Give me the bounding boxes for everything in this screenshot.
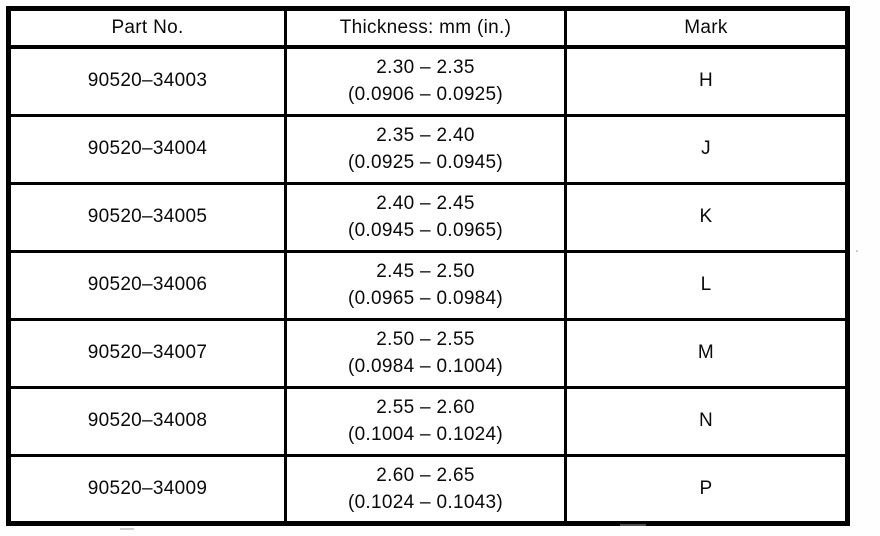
thickness-in: (0.0984 – 0.1004) bbox=[347, 356, 504, 377]
thickness-cell: 2.45 – 2.50 (0.0965 – 0.0984) bbox=[284, 249, 567, 321]
thickness-cell: 2.35 – 2.40 (0.0925 – 0.0945) bbox=[284, 113, 567, 185]
mark-cell: L bbox=[564, 249, 849, 321]
part-no-cell: 90520–34008 bbox=[7, 385, 287, 457]
scan-speckle bbox=[856, 250, 858, 252]
parts-thickness-table: Part No. Thickness: mm (in.) Mark 90520–… bbox=[6, 6, 850, 526]
part-no-cell: 90520–34003 bbox=[7, 45, 287, 117]
scan-speckle bbox=[620, 524, 646, 526]
thickness-in: (0.0906 – 0.0925) bbox=[347, 84, 504, 106]
table-row: 90520–34008 2.55 – 2.60 (0.1004 – 0.1024… bbox=[7, 385, 849, 457]
thickness-in: (0.0945 – 0.0965) bbox=[347, 220, 504, 241]
mark-cell: N bbox=[564, 385, 849, 457]
thickness-in: (0.0965 – 0.0984) bbox=[347, 288, 504, 309]
mark-cell: K bbox=[564, 181, 849, 253]
mark-cell: J bbox=[564, 113, 849, 185]
thickness-cell: 2.40 – 2.45 (0.0945 – 0.0965) bbox=[284, 181, 567, 253]
part-no-cell: 90520–34009 bbox=[7, 453, 287, 525]
part-no-cell: 90520–34006 bbox=[7, 249, 287, 321]
part-no-cell: 90520–34004 bbox=[7, 113, 287, 185]
thickness-cell: 2.50 – 2.55 (0.0984 – 0.1004) bbox=[284, 317, 567, 389]
thickness-cell: 2.30 – 2.35 (0.0906 – 0.0925) bbox=[284, 45, 567, 117]
table-row: 90520–34007 2.50 – 2.55 (0.0984 – 0.1004… bbox=[7, 317, 849, 389]
column-header-part-no: Part No. bbox=[7, 7, 287, 49]
thickness-in: (0.0925 – 0.0945) bbox=[347, 152, 504, 173]
thickness-mm: 2.55 – 2.60 bbox=[376, 397, 475, 418]
thickness-mm: 2.60 – 2.65 bbox=[376, 464, 475, 486]
thickness-in: (0.1004 – 0.1024) bbox=[347, 424, 504, 445]
thickness-in: (0.1024 – 0.1043) bbox=[347, 491, 504, 513]
column-header-mark: Mark bbox=[564, 7, 849, 49]
part-no-cell: 90520–34007 bbox=[7, 317, 287, 389]
mark-cell: P bbox=[564, 453, 849, 525]
thickness-cell: 2.55 – 2.60 (0.1004 – 0.1024) bbox=[284, 385, 567, 457]
thickness-mm: 2.40 – 2.45 bbox=[376, 193, 475, 214]
scan-speckle bbox=[120, 528, 134, 530]
table-row: 90520–34009 2.60 – 2.65 (0.1024 – 0.1043… bbox=[7, 453, 849, 525]
table-row: 90520–34005 2.40 – 2.45 (0.0945 – 0.0965… bbox=[7, 181, 849, 253]
table-row: 90520–34003 2.30 – 2.35 (0.0906 – 0.0925… bbox=[7, 45, 849, 117]
column-header-thickness: Thickness: mm (in.) bbox=[284, 7, 567, 49]
thickness-mm: 2.45 – 2.50 bbox=[376, 261, 475, 282]
header-row: Part No. Thickness: mm (in.) Mark bbox=[7, 7, 849, 49]
thickness-mm: 2.30 – 2.35 bbox=[376, 57, 475, 79]
table-row: 90520–34006 2.45 – 2.50 (0.0965 – 0.0984… bbox=[7, 249, 849, 321]
mark-cell: M bbox=[564, 317, 849, 389]
thickness-mm: 2.35 – 2.40 bbox=[376, 125, 475, 146]
part-no-cell: 90520–34005 bbox=[7, 181, 287, 253]
table-row: 90520–34004 2.35 – 2.40 (0.0925 – 0.0945… bbox=[7, 113, 849, 185]
thickness-mm: 2.50 – 2.55 bbox=[376, 329, 475, 350]
thickness-cell: 2.60 – 2.65 (0.1024 – 0.1043) bbox=[284, 453, 567, 525]
mark-cell: H bbox=[564, 45, 849, 117]
